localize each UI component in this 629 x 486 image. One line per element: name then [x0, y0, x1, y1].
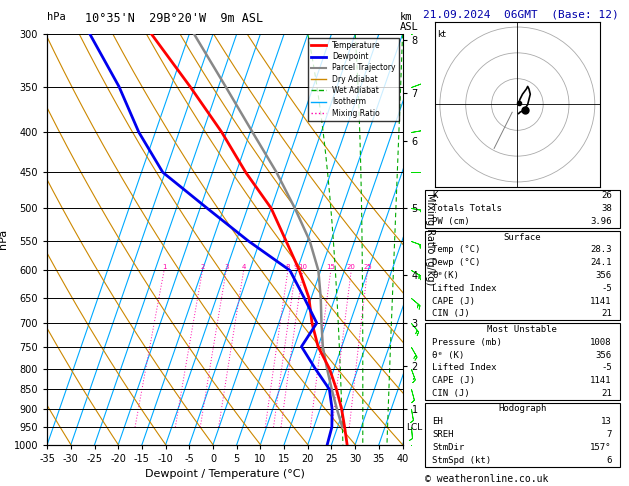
Text: Totals Totals: Totals Totals	[432, 204, 502, 213]
Text: 21: 21	[601, 310, 612, 318]
Text: Most Unstable: Most Unstable	[487, 325, 557, 334]
Bar	[425, 190, 620, 228]
Text: 26: 26	[601, 191, 612, 200]
Text: 10: 10	[298, 264, 308, 270]
Text: 28.3: 28.3	[590, 245, 612, 254]
Text: SREH: SREH	[432, 430, 454, 439]
Text: CIN (J): CIN (J)	[432, 310, 470, 318]
Text: 1: 1	[162, 264, 166, 270]
Text: CAPE (J): CAPE (J)	[432, 376, 476, 385]
Legend: Temperature, Dewpoint, Parcel Trajectory, Dry Adiabat, Wet Adiabat, Isotherm, Mi: Temperature, Dewpoint, Parcel Trajectory…	[308, 38, 399, 121]
Text: EH: EH	[432, 417, 443, 426]
Text: 3: 3	[224, 264, 228, 270]
Text: -5: -5	[601, 284, 612, 293]
Text: 356: 356	[596, 271, 612, 280]
Text: Pressure (mb): Pressure (mb)	[432, 338, 502, 347]
Text: 20: 20	[347, 264, 355, 270]
Text: Surface: Surface	[503, 233, 541, 242]
Bar	[425, 323, 620, 400]
Text: Lifted Index: Lifted Index	[432, 364, 497, 372]
Text: Dewp (°C): Dewp (°C)	[432, 258, 481, 267]
Text: 21: 21	[601, 389, 612, 398]
Text: -5: -5	[601, 364, 612, 372]
Text: K: K	[432, 191, 438, 200]
Text: 8: 8	[286, 264, 290, 270]
Text: hPa: hPa	[47, 12, 66, 22]
Text: PW (cm): PW (cm)	[432, 217, 470, 226]
Y-axis label: Mixing Ratio (g/kg): Mixing Ratio (g/kg)	[425, 193, 435, 285]
Text: ASL: ASL	[399, 22, 418, 32]
Text: 1008: 1008	[590, 338, 612, 347]
Bar	[425, 231, 620, 320]
Text: CIN (J): CIN (J)	[432, 389, 470, 398]
Text: LCL: LCL	[406, 423, 422, 433]
Text: 25: 25	[363, 264, 372, 270]
Text: 3.96: 3.96	[590, 217, 612, 226]
Text: 1141: 1141	[590, 376, 612, 385]
X-axis label: Dewpoint / Temperature (°C): Dewpoint / Temperature (°C)	[145, 469, 305, 479]
Text: 21.09.2024  06GMT  (Base: 12): 21.09.2024 06GMT (Base: 12)	[423, 10, 618, 20]
Text: CAPE (J): CAPE (J)	[432, 296, 476, 306]
Text: 4: 4	[242, 264, 246, 270]
Text: 2: 2	[200, 264, 204, 270]
Text: 13: 13	[601, 417, 612, 426]
Text: 38: 38	[601, 204, 612, 213]
Text: 7: 7	[606, 430, 612, 439]
Text: Lifted Index: Lifted Index	[432, 284, 497, 293]
Text: 9: 9	[294, 264, 298, 270]
Text: Hodograph: Hodograph	[498, 404, 546, 414]
Text: Temp (°C): Temp (°C)	[432, 245, 481, 254]
Text: © weatheronline.co.uk: © weatheronline.co.uk	[425, 473, 548, 484]
Text: 1141: 1141	[590, 296, 612, 306]
Text: 6: 6	[606, 456, 612, 465]
Y-axis label: hPa: hPa	[0, 229, 8, 249]
Text: θᵉ(K): θᵉ(K)	[432, 271, 459, 280]
Bar	[425, 402, 620, 467]
Text: 24.1: 24.1	[590, 258, 612, 267]
Text: kt: kt	[437, 30, 446, 38]
Text: km: km	[399, 12, 412, 22]
Text: 157°: 157°	[590, 443, 612, 452]
Text: 356: 356	[596, 350, 612, 360]
Text: 10°35'N  29B°20'W  9m ASL: 10°35'N 29B°20'W 9m ASL	[85, 12, 263, 25]
Text: StmSpd (kt): StmSpd (kt)	[432, 456, 491, 465]
Text: StmDir: StmDir	[432, 443, 465, 452]
Text: 15: 15	[326, 264, 335, 270]
Text: θᵉ (K): θᵉ (K)	[432, 350, 465, 360]
